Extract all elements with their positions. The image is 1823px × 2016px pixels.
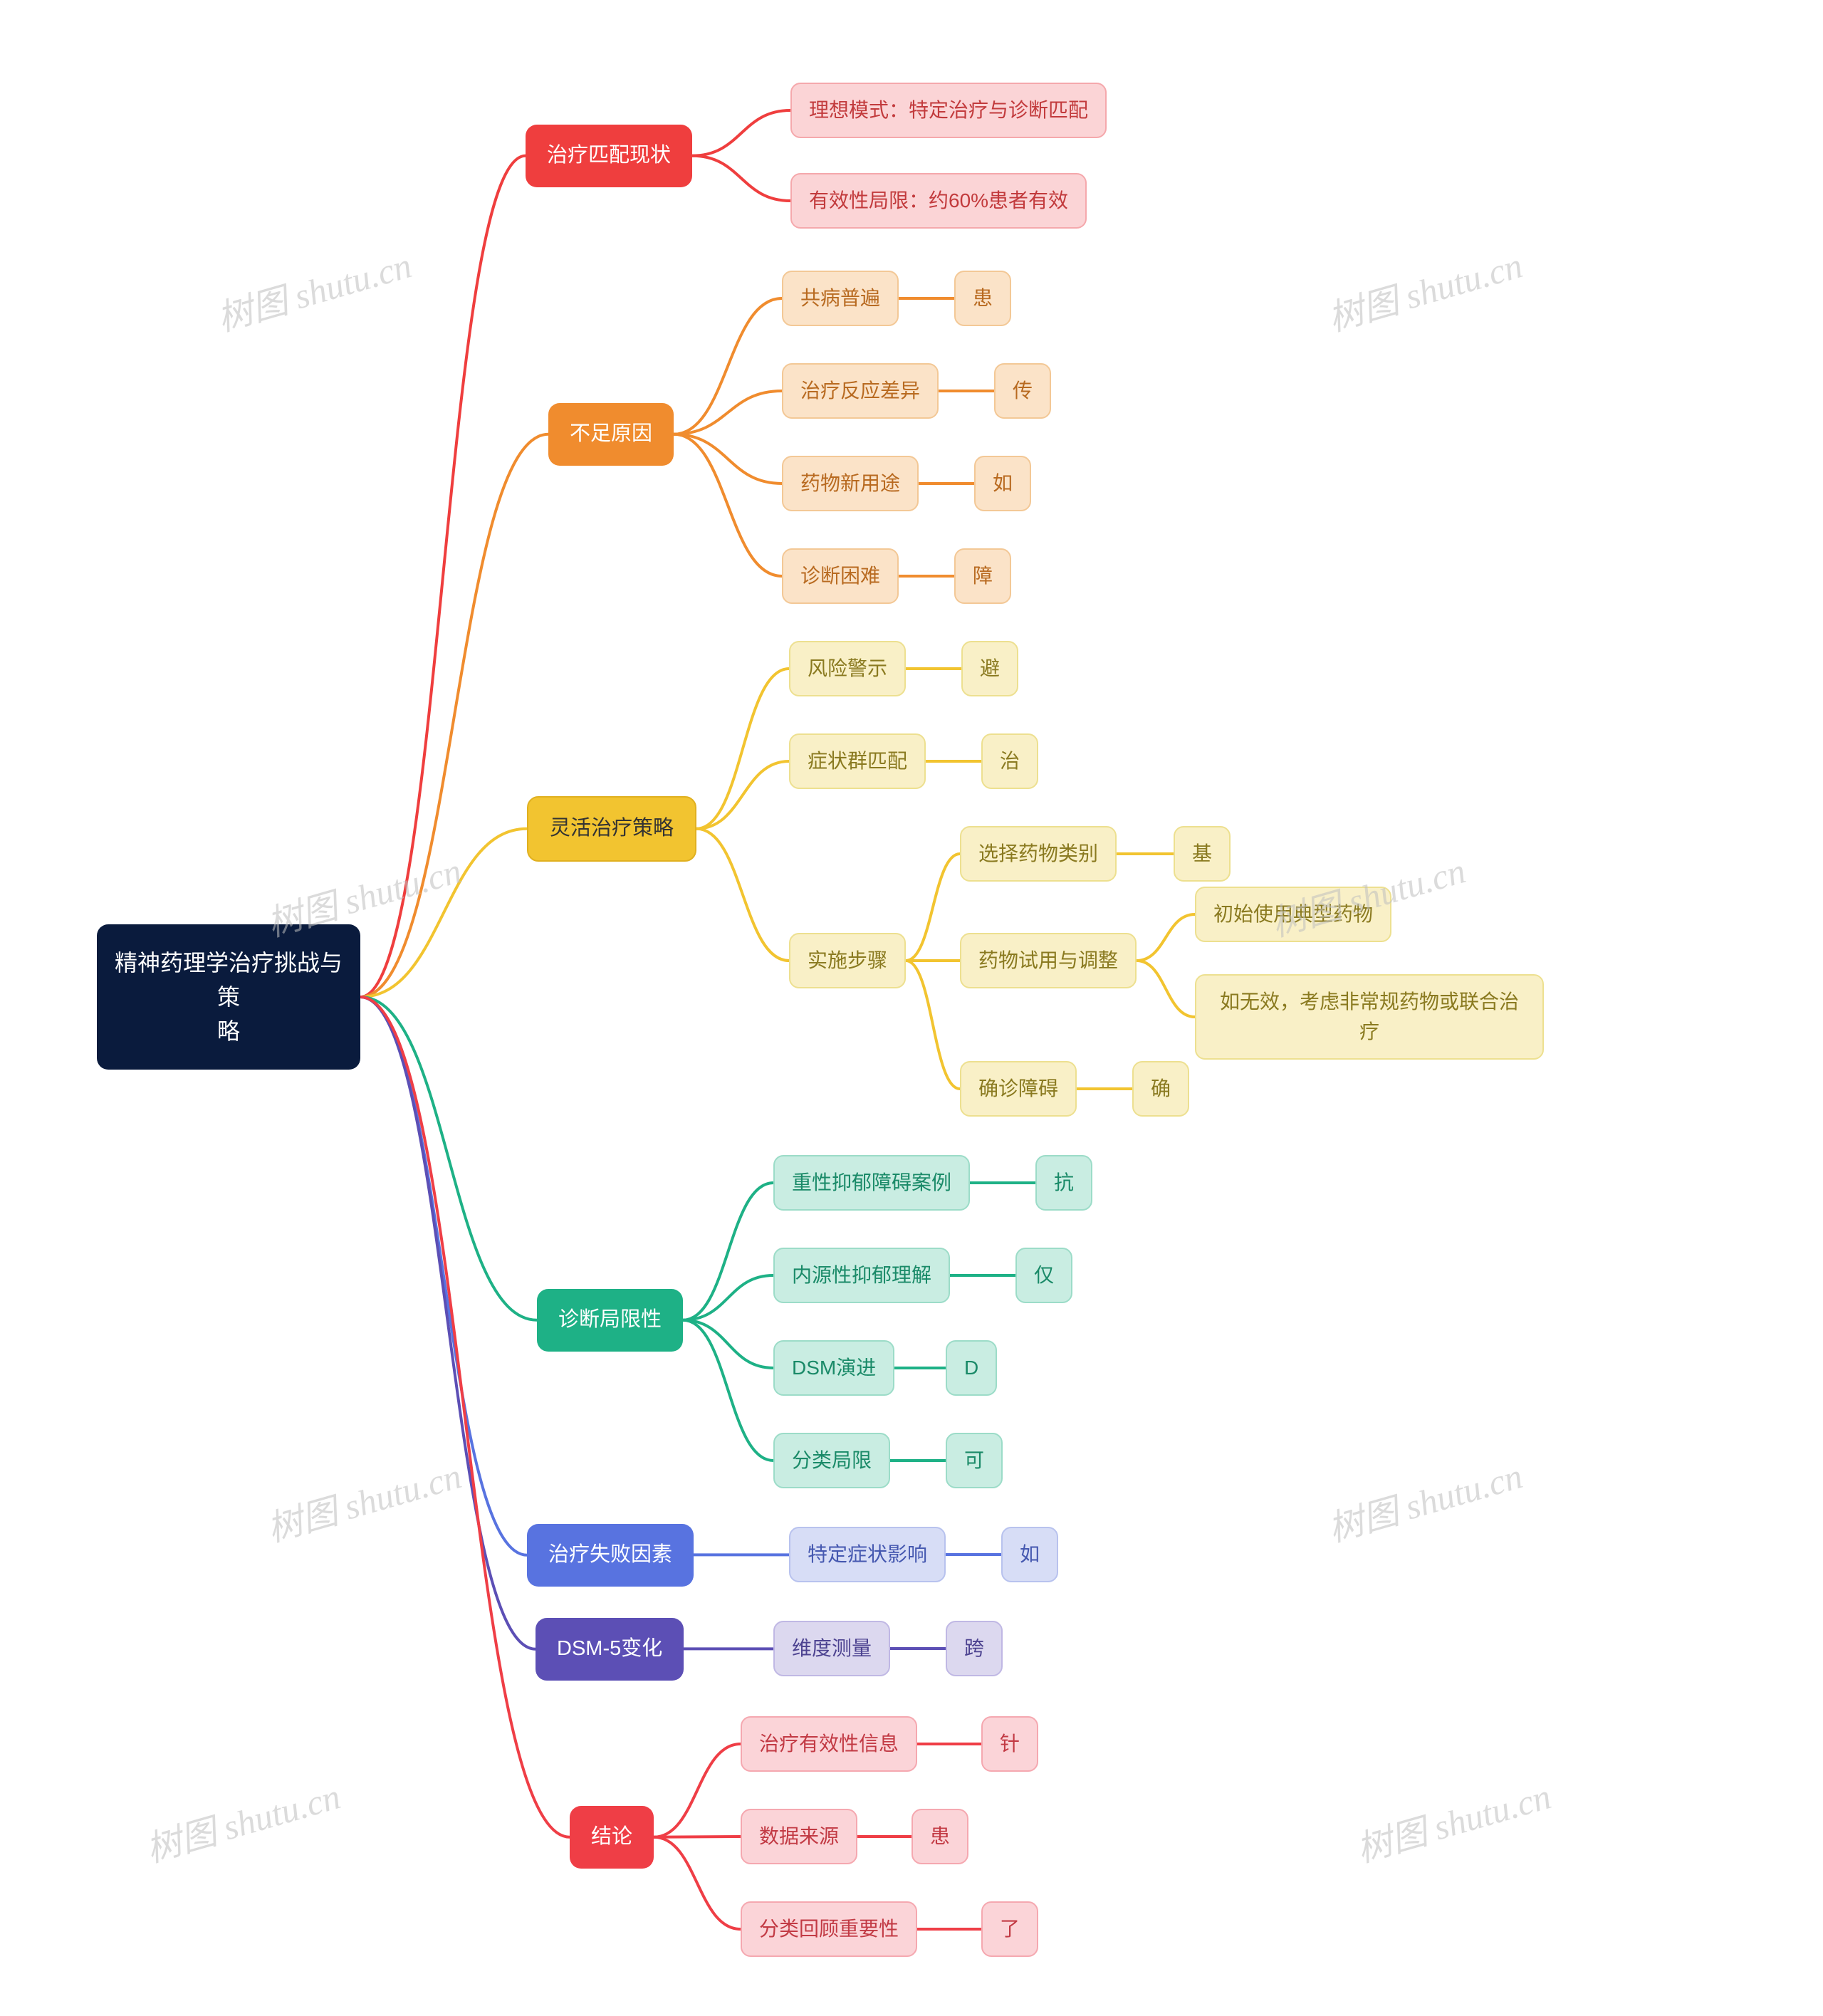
branch-诊断局限性[interactable]: 诊断局限性	[537, 1289, 683, 1352]
leaf-如2[interactable]: 如	[1001, 1527, 1058, 1582]
branch-label: 灵活治疗策略	[550, 813, 674, 845]
leaf-label: DSM演进	[792, 1353, 876, 1383]
leaf-label: 有效性局限：约60%患者有效	[809, 186, 1068, 216]
leaf-label: 分类局限	[792, 1446, 872, 1476]
leaf-药物新用途[interactable]: 药物新用途	[782, 456, 919, 511]
branch-label: 诊断局限性	[558, 1305, 662, 1336]
leaf-label: 患	[930, 1822, 950, 1852]
root-label: 精神药理学治疗挑战与策略	[111, 946, 346, 1048]
leaf-label: 重性抑郁障碍案例	[792, 1168, 951, 1198]
leaf-特定症状影响[interactable]: 特定症状影响	[789, 1527, 946, 1582]
branch-不足原因[interactable]: 不足原因	[548, 403, 674, 466]
leaf-label: 仅	[1034, 1260, 1054, 1290]
branch-label: DSM-5变化	[557, 1634, 662, 1665]
leaf-理想模式[interactable]: 理想模式：特定治疗与诊断匹配	[790, 83, 1107, 138]
leaf-风险警示[interactable]: 风险警示	[789, 641, 906, 696]
leaf-label: 传	[1013, 376, 1033, 406]
leaf-label: 药物试用与调整	[978, 946, 1118, 976]
leaf-label: 内源性抑郁理解	[792, 1260, 931, 1290]
leaf-治疗有效性信息[interactable]: 治疗有效性信息	[741, 1716, 917, 1772]
leaf-障[interactable]: 障	[954, 548, 1011, 604]
branch-治疗匹配现状[interactable]: 治疗匹配现状	[526, 125, 692, 187]
leaf-治疗反应差异[interactable]: 治疗反应差异	[782, 363, 939, 419]
leaf-label: 确诊障碍	[978, 1074, 1058, 1104]
leaf-label: 治	[1000, 746, 1020, 776]
leaf-label: 如	[993, 469, 1013, 498]
branch-label: 治疗匹配现状	[547, 140, 671, 172]
leaf-label: 维度测量	[792, 1634, 872, 1664]
leaf-label: 如无效，考虑非常规药物或联合治疗	[1220, 987, 1519, 1047]
leaf-label: 如	[1020, 1540, 1040, 1570]
branch-label: 不足原因	[570, 419, 652, 450]
branch-结论[interactable]: 结论	[570, 1806, 654, 1869]
leaf-有效性局限[interactable]: 有效性局限：约60%患者有效	[790, 173, 1087, 229]
leaf-诊断困难[interactable]: 诊断困难	[782, 548, 899, 604]
leaf-label: 针	[1000, 1729, 1020, 1759]
leaf-label: D	[964, 1353, 978, 1383]
leaf-仅[interactable]: 仅	[1015, 1248, 1072, 1303]
leaf-label: 可	[964, 1446, 984, 1476]
leaf-分类回顾重要性[interactable]: 分类回顾重要性	[741, 1901, 917, 1957]
leaf-选择药物类别[interactable]: 选择药物类别	[960, 826, 1117, 882]
leaf-DSM演进[interactable]: DSM演进	[773, 1340, 894, 1396]
leaf-维度测量[interactable]: 维度测量	[773, 1621, 890, 1676]
leaf-label: 障	[973, 561, 993, 591]
leaf-确[interactable]: 确	[1132, 1061, 1189, 1117]
leaf-label: 避	[980, 654, 1000, 684]
branch-label: 结论	[591, 1822, 632, 1853]
root-node[interactable]: 精神药理学治疗挑战与策略	[97, 924, 360, 1070]
leaf-label: 分类回顾重要性	[759, 1914, 899, 1944]
leaf-分类局限[interactable]: 分类局限	[773, 1433, 890, 1488]
leaf-label: 抗	[1054, 1168, 1074, 1198]
leaf-可[interactable]: 可	[946, 1433, 1003, 1488]
leaf-针[interactable]: 针	[981, 1716, 1038, 1772]
leaf-重性抑郁障碍案例[interactable]: 重性抑郁障碍案例	[773, 1155, 970, 1211]
leaf-避[interactable]: 避	[961, 641, 1018, 696]
leaf-基[interactable]: 基	[1174, 826, 1231, 882]
leaf-label: 理想模式：特定治疗与诊断匹配	[809, 95, 1088, 125]
leaf-药物试用与调整[interactable]: 药物试用与调整	[960, 933, 1137, 988]
leaf-label: 共病普遍	[800, 283, 880, 313]
leaf-label: 治疗有效性信息	[759, 1729, 899, 1759]
leaf-D[interactable]: D	[946, 1340, 997, 1396]
leaf-label: 症状群匹配	[808, 746, 907, 776]
leaf-label: 患	[973, 283, 993, 313]
leaf-label: 药物新用途	[800, 469, 900, 498]
leaf-label: 了	[1000, 1914, 1020, 1944]
leaf-内源性抑郁理解[interactable]: 内源性抑郁理解	[773, 1248, 950, 1303]
leaf-label: 数据来源	[759, 1822, 839, 1852]
leaf-初始使用典型药物[interactable]: 初始使用典型药物	[1195, 887, 1391, 942]
leaf-数据来源[interactable]: 数据来源	[741, 1809, 857, 1864]
leaf-患[interactable]: 患	[954, 271, 1011, 326]
leaf-label: 诊断困难	[800, 561, 880, 591]
leaf-如无效考虑非常规[interactable]: 如无效，考虑非常规药物或联合治疗	[1195, 974, 1544, 1060]
leaf-症状群匹配[interactable]: 症状群匹配	[789, 733, 926, 789]
branch-label: 治疗失败因素	[548, 1540, 672, 1571]
leaf-抗[interactable]: 抗	[1035, 1155, 1092, 1211]
branch-灵活治疗策略[interactable]: 灵活治疗策略	[527, 796, 696, 862]
leaf-label: 治疗反应差异	[800, 376, 920, 406]
leaf-确诊障碍[interactable]: 确诊障碍	[960, 1061, 1077, 1117]
leaf-label: 跨	[964, 1634, 984, 1664]
leaf-label: 基	[1192, 839, 1212, 869]
leaf-label: 实施步骤	[808, 946, 887, 976]
leaf-label: 选择药物类别	[978, 839, 1098, 869]
leaf-患2[interactable]: 患	[912, 1809, 968, 1864]
branch-治疗失败因素[interactable]: 治疗失败因素	[527, 1524, 694, 1587]
leaf-治[interactable]: 治	[981, 733, 1038, 789]
leaf-如[interactable]: 如	[974, 456, 1031, 511]
leaf-实施步骤[interactable]: 实施步骤	[789, 933, 906, 988]
leaf-label: 确	[1151, 1074, 1171, 1104]
leaf-了[interactable]: 了	[981, 1901, 1038, 1957]
leaf-传[interactable]: 传	[994, 363, 1051, 419]
leaf-跨[interactable]: 跨	[946, 1621, 1003, 1676]
leaf-label: 特定症状影响	[808, 1540, 927, 1570]
leaf-label: 初始使用典型药物	[1213, 899, 1373, 929]
leaf-共病普遍[interactable]: 共病普遍	[782, 271, 899, 326]
branch-DSM-5变化[interactable]: DSM-5变化	[536, 1618, 684, 1681]
leaf-label: 风险警示	[808, 654, 887, 684]
